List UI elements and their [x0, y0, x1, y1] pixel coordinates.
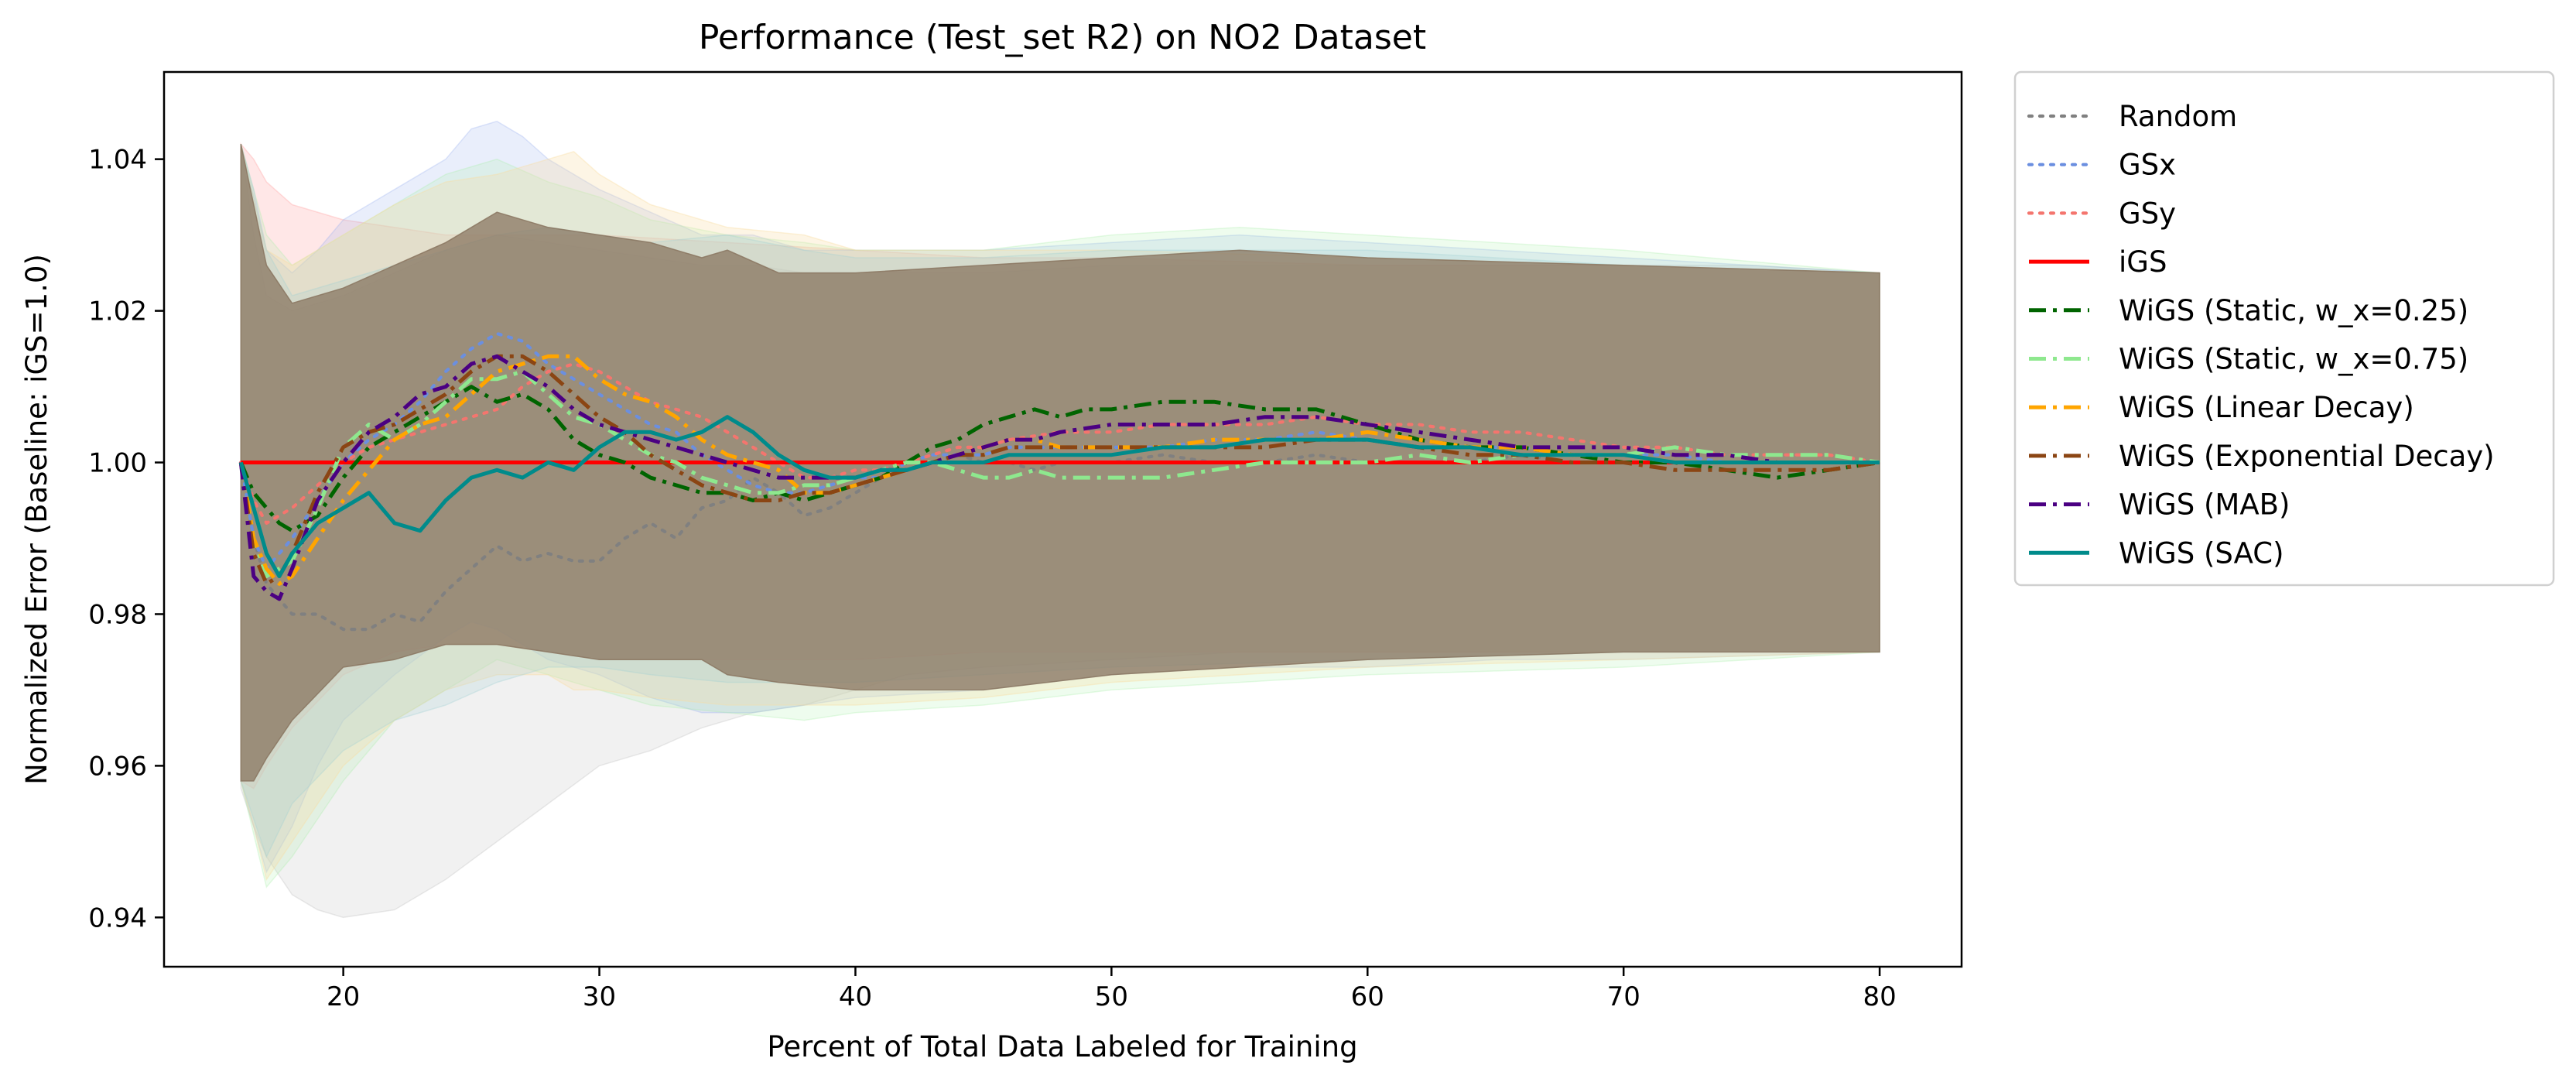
legend-label-wigs-static-w-x-0-75: WiGS (Static, w_x=0.75) — [2119, 343, 2468, 376]
y-tick-label: 0.98 — [88, 599, 147, 630]
legend-label-wigs-static-w-x-0-25: WiGS (Static, w_x=0.25) — [2119, 294, 2468, 327]
legend-label-wigs-exponential-decay: WiGS (Exponential Decay) — [2119, 440, 2495, 473]
legend: Random GSx GSy iGS WiGS (Static, w_x=0.25) Wi… — [2013, 70, 2555, 587]
y-tick-label: 0.94 — [88, 902, 147, 933]
legend-label-wigs-sac: WiGS (SAC) — [2119, 536, 2284, 570]
x-axis-label: Percent of Total Data Labeled for Traini… — [767, 1030, 1357, 1063]
series-line-wigs-sac — [238, 415, 1880, 578]
chart-title: Performance (Test_set R2) on NO2 Dataset — [699, 18, 1426, 57]
x-axis: 20 30 40 50 60 70 80 — [327, 967, 1897, 1012]
series-line-wigs-static-w-x-0-75 — [238, 369, 1880, 578]
y-tick-label: 0.96 — [88, 751, 147, 782]
x-tick-label: 40 — [839, 981, 872, 1012]
legend-label-wigs-linear-decay: WiGS (Linear Decay) — [2119, 391, 2414, 424]
legend-label-gsy: GSy — [2119, 197, 2176, 230]
x-tick-label: 50 — [1095, 981, 1128, 1012]
legend-box — [2013, 70, 2555, 587]
series-line-gsy — [239, 362, 1882, 526]
x-tick-label: 60 — [1351, 981, 1384, 1012]
confidence-bands — [240, 120, 1880, 919]
x-tick-label: 70 — [1607, 981, 1640, 1012]
x-tick-label: 80 — [1863, 981, 1896, 1012]
legend-label-wigs-mab: WiGS (MAB) — [2119, 488, 2290, 522]
x-tick-label: 30 — [583, 981, 616, 1012]
y-axis: 0.94 0.96 0.98 1.00 1.02 1.04 — [88, 145, 164, 933]
plot-frame — [162, 70, 1963, 968]
series-lines — [238, 331, 1882, 632]
x-tick-label: 20 — [327, 981, 360, 1012]
y-tick-label: 1.04 — [88, 145, 147, 176]
y-tick-label: 1.02 — [88, 296, 147, 327]
legend-label-gsx: GSx — [2119, 149, 2176, 182]
legend-label-random: Random — [2119, 100, 2237, 133]
series-line-wigs-exponential-decay — [238, 354, 1880, 586]
legend-label-igs: iGS — [2119, 245, 2167, 279]
y-tick-label: 1.00 — [88, 448, 147, 479]
y-axis-label: Normalized Error (Baseline: iGS=1.0) — [20, 254, 53, 785]
